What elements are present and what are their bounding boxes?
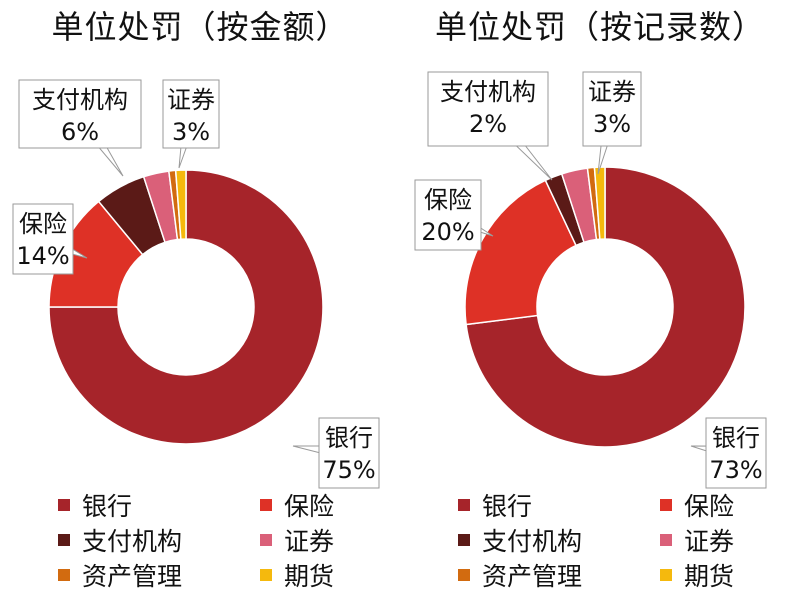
legend-label: 支付机构 <box>82 527 183 556</box>
legend-item: 保险 <box>660 490 735 521</box>
callout-box <box>162 79 220 149</box>
slice-item-1 <box>464 179 578 326</box>
callout-box <box>12 203 74 275</box>
legend-swatch <box>660 534 672 546</box>
data-label-value: 2% <box>469 110 507 138</box>
data-label-name: 支付机构 <box>32 86 128 114</box>
callout-box <box>318 417 380 489</box>
legend-item: 银行 <box>458 490 533 521</box>
legend-swatch <box>260 534 272 546</box>
data-label-value: 3% <box>172 118 210 146</box>
data-label: 保险 14% <box>12 203 88 275</box>
legend-item: 保险 <box>260 490 335 521</box>
data-label: 证券 3% <box>162 79 220 169</box>
legend-label: 资产管理 <box>482 562 583 591</box>
legend-swatch <box>58 534 70 546</box>
legend-swatch <box>58 499 70 511</box>
data-label: 保险 20% <box>414 179 494 251</box>
legend-item: 银行 <box>58 490 133 521</box>
callout-box <box>414 179 482 251</box>
legend-item: 期货 <box>260 560 335 591</box>
chart-panel-records: 单位处罚（按记录数） 银行 73% 保险 20% 支付机构 2% 证券 3% 银行 保险 支付机构… <box>400 0 800 600</box>
legend-item: 支付机构 <box>458 525 583 556</box>
legend-item: 支付机构 <box>58 525 183 556</box>
donut-slices <box>464 166 746 448</box>
data-label-value: 73% <box>709 456 762 484</box>
data-label-value: 20% <box>421 218 474 246</box>
slice-item-5 <box>174 169 187 240</box>
data-label: 银行 75% <box>292 417 380 489</box>
legend-item: 资产管理 <box>458 560 583 591</box>
data-label-name: 支付机构 <box>440 78 536 106</box>
slice-item-0 <box>48 169 324 445</box>
callout-box <box>705 417 767 489</box>
legend-item: 证券 <box>660 525 735 556</box>
legend-item: 期货 <box>660 560 735 591</box>
legend-swatch <box>458 499 470 511</box>
callout-box <box>18 79 142 149</box>
donut-chart-records: 银行 73% 保险 20% 支付机构 2% 证券 3% <box>414 71 767 489</box>
data-label-name: 保险 <box>424 186 472 214</box>
legend-swatch <box>458 534 470 546</box>
legend-item: 资产管理 <box>58 560 183 591</box>
data-label-value: 3% <box>593 110 631 138</box>
legend-swatch <box>260 499 272 511</box>
data-label-value: 14% <box>16 242 69 270</box>
data-label: 支付机构 6% <box>18 79 142 177</box>
data-label-name: 银行 <box>325 424 373 452</box>
chart-title: 单位处罚（按金额） <box>51 8 349 46</box>
data-label-name: 证券 <box>588 78 636 106</box>
data-label-value: 6% <box>61 118 99 146</box>
legend-label: 期货 <box>284 562 335 591</box>
data-label-value: 75% <box>322 456 375 484</box>
legend-item: 证券 <box>260 525 335 556</box>
callout-box <box>427 71 549 147</box>
slice-item-5 <box>593 166 606 240</box>
legend-swatch <box>58 569 70 581</box>
legend-label: 证券 <box>284 527 335 556</box>
chart-title: 单位处罚（按记录数） <box>434 8 765 46</box>
legend-swatch <box>458 569 470 581</box>
legend-label: 证券 <box>684 527 735 556</box>
legend-label: 支付机构 <box>482 527 583 556</box>
legend-swatch <box>260 569 272 581</box>
legend-label: 银行 <box>82 492 133 521</box>
data-label-name: 证券 <box>167 86 215 114</box>
legend-label: 保险 <box>684 492 735 521</box>
legend-label: 期货 <box>684 562 735 591</box>
legend-label: 银行 <box>482 492 533 521</box>
data-label: 支付机构 2% <box>427 71 553 181</box>
chart-panel-amount: 单位处罚（按金额） 银行 75% 保险 14% 支付机构 6% 证券 3% 银行 保险 支付机构证… <box>12 8 380 591</box>
legend-label: 资产管理 <box>82 562 183 591</box>
data-label: 证券 3% <box>582 71 642 175</box>
data-label-name: 银行 <box>712 424 760 452</box>
data-label-name: 保险 <box>19 210 67 238</box>
legend-swatch <box>660 499 672 511</box>
legend-label: 保险 <box>284 492 335 521</box>
legend-swatch <box>660 569 672 581</box>
donut-slices <box>48 169 324 445</box>
donut-chart-amount: 银行 75% 保险 14% 支付机构 6% 证券 3% <box>12 79 380 489</box>
data-label: 银行 73% <box>690 417 767 489</box>
callout-box <box>582 71 642 147</box>
slice-item-0 <box>465 166 746 448</box>
